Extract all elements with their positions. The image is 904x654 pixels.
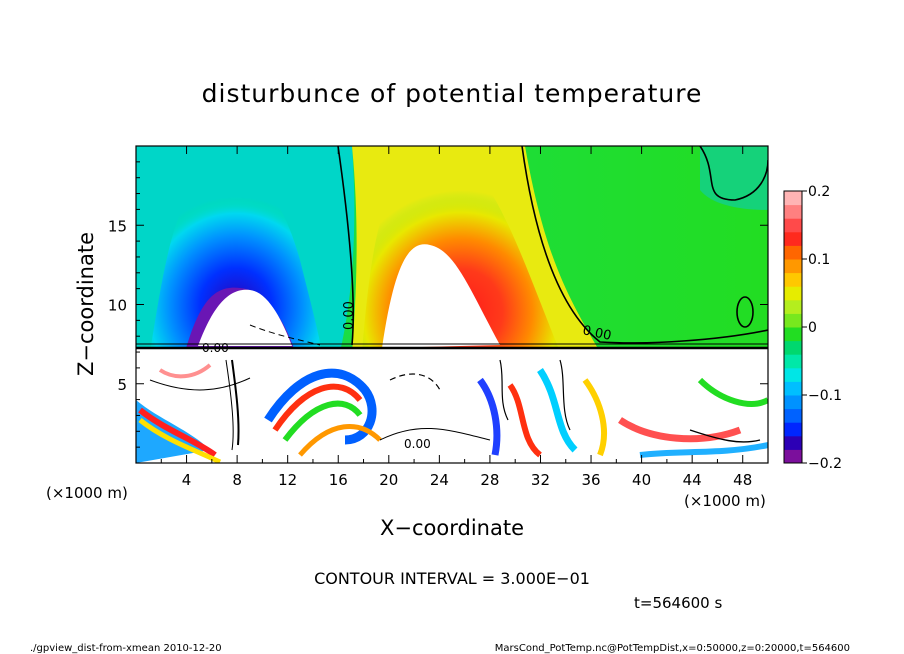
contour-label: 0.00 [202, 341, 229, 355]
colorbar [784, 191, 802, 464]
footer-right-text: MarsCond_PotTemp.nc@PotTempDist,x=0:5000… [495, 643, 850, 654]
colorbar-segment [784, 367, 802, 382]
x-tick-label: 20 [379, 471, 398, 489]
colorbar-segment [784, 435, 802, 450]
x-unit-label-left: (×1000 m) [46, 484, 128, 502]
contour-labels: 0.00 0.00 0.00 0.00 [202, 301, 613, 451]
colorbar-segment [784, 286, 802, 301]
colorbar-tick-label: −0.2 [808, 456, 842, 472]
x-unit-label-right: (×1000 m) [684, 492, 766, 510]
x-tick-label: 28 [480, 471, 499, 489]
contour-label: 0.00 [404, 437, 431, 451]
x-tick-label: 36 [581, 471, 600, 489]
x-tick-label: 12 [278, 471, 297, 489]
colorbar-segment [784, 245, 802, 260]
colorbar-segment [784, 327, 802, 342]
colorbar-segment [784, 395, 802, 410]
time-text: t=564600 s [634, 594, 722, 612]
colorbar-tick-label: 0 [808, 320, 817, 336]
colorbar-segment [784, 272, 802, 287]
x-tick-label: 40 [632, 471, 651, 489]
colorbar-segment [784, 218, 802, 233]
negative-saturated-zone [198, 289, 292, 346]
x-tick-label: 4 [182, 471, 192, 489]
x-axis-title: X−coordinate [380, 516, 524, 540]
colorbar-tick-label: 0.1 [808, 252, 830, 268]
colorbar-segment [784, 381, 802, 396]
colorbar-segment [784, 191, 802, 206]
y-axis: 5 10 15 [108, 161, 768, 448]
chart-title: disturbunce of potential temperature [202, 79, 703, 108]
colorbar-labels: 0.2 0.1 0 −0.1 −0.2 [802, 184, 842, 472]
y-tick-label: 10 [108, 297, 127, 315]
contour-lines [136, 146, 768, 451]
colorbar-tick-label: 0.2 [808, 184, 830, 200]
x-tick-label: 8 [232, 471, 242, 489]
colorbar-segment [784, 449, 802, 464]
boundary-layer-turbulence [136, 363, 768, 463]
boundary-layer-base [136, 348, 768, 463]
colorbar-tick-label: −0.1 [808, 388, 842, 404]
colorbar-segment [784, 259, 802, 274]
contour-label: 0.00 [342, 301, 357, 330]
y-tick-label: 5 [117, 376, 127, 394]
colorbar-segment [784, 408, 802, 423]
x-tick-label: 24 [430, 471, 449, 489]
colorbar-segment [784, 422, 802, 437]
colorbar-segment [784, 313, 802, 328]
colorbar-segment [784, 204, 802, 219]
x-tick-label: 32 [531, 471, 550, 489]
contour-label: 0.00 [581, 323, 612, 344]
contour-interval-text: CONTOUR INTERVAL = 3.000E−01 [314, 569, 590, 588]
plot-area: 0.00 0.00 0.00 0.00 [136, 146, 768, 463]
x-tick-label: 16 [329, 471, 348, 489]
y-tick-label: 15 [108, 217, 127, 235]
negative-anomaly-core [150, 169, 322, 352]
y-axis-title: Z−coordinate [74, 232, 98, 376]
colorbar-segment [784, 231, 802, 246]
colorbar-segment [784, 299, 802, 314]
footer-left-text: ./gpview_dist-from-xmean 2010-12-20 [30, 643, 222, 654]
x-axis: 4 8 12 16 20 24 28 32 36 40 44 48 [160, 146, 752, 489]
x-tick-label: 44 [683, 471, 702, 489]
colorbar-segment [784, 340, 802, 355]
colorbar-segment [784, 354, 802, 369]
x-tick-label: 48 [733, 471, 752, 489]
positive-saturated-zone [382, 244, 500, 348]
